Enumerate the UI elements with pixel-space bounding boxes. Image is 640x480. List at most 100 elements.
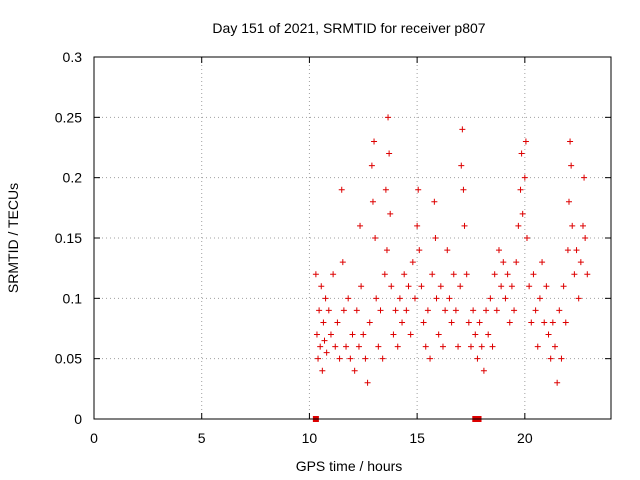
data-point: [415, 186, 422, 193]
data-point: [416, 247, 423, 254]
data-point: [504, 271, 511, 278]
data-point: [577, 259, 584, 266]
data-point: [500, 259, 507, 266]
data-point: [322, 295, 329, 302]
data-point: [517, 186, 524, 193]
x-axis-label: GPS time / hours: [296, 458, 403, 474]
data-point: [549, 319, 556, 326]
data-point: [450, 271, 457, 278]
data-point: [368, 162, 375, 169]
data-point: [435, 331, 442, 338]
data-point: [364, 379, 371, 386]
data-point: [530, 271, 537, 278]
data-point: [465, 319, 472, 326]
data-point: [382, 186, 389, 193]
data-point: [429, 271, 436, 278]
data-point: [439, 343, 446, 350]
data-point: [541, 319, 548, 326]
data-point: [476, 319, 483, 326]
data-point: [539, 259, 546, 266]
chart-title: Day 151 of 2021, SRMTID for receiver p80…: [212, 20, 485, 36]
data-point: [474, 355, 481, 362]
data-point: [392, 307, 399, 314]
data-point: [321, 337, 328, 344]
data-point: [483, 307, 490, 314]
data-point: [448, 319, 455, 326]
x-tick-labels: 0 5 10 15 20: [90, 430, 533, 446]
data-point: [394, 343, 401, 350]
data-point: [560, 283, 567, 290]
y-tick-label: 0.15: [55, 230, 82, 246]
data-point: [327, 331, 334, 338]
data-point: [409, 259, 416, 266]
data-point: [414, 222, 421, 229]
data-points: [312, 114, 591, 386]
data-point: [463, 271, 470, 278]
data-point: [573, 247, 580, 254]
data-point: [575, 295, 582, 302]
x-tick-label: 10: [302, 430, 318, 446]
data-point: [480, 367, 487, 374]
data-point: [444, 247, 451, 254]
data-point: [536, 295, 543, 302]
grid-lines: [94, 57, 611, 419]
data-point: [568, 162, 575, 169]
data-point: [388, 283, 395, 290]
data-point: [355, 343, 362, 350]
data-point: [523, 235, 530, 241]
y-axis-label: SRMTID / TECUs: [5, 183, 21, 293]
data-point: [547, 355, 554, 362]
data-point: [515, 222, 522, 229]
data-point: [325, 307, 332, 314]
y-tick-label: 0.25: [55, 109, 82, 125]
axis-ticks: [93, 56, 611, 420]
data-point: [386, 150, 393, 157]
data-point: [487, 295, 494, 302]
data-point: [437, 283, 444, 290]
data-point: [521, 174, 528, 181]
data-point: [318, 283, 325, 290]
data-point: [330, 271, 337, 278]
data-point: [358, 283, 365, 290]
data-point: [312, 271, 319, 278]
data-point: [339, 259, 346, 266]
data-point: [411, 295, 418, 302]
data-point: [582, 235, 589, 241]
data-point: [432, 235, 439, 241]
data-point: [442, 307, 449, 314]
data-point: [343, 343, 350, 350]
data-point: [506, 319, 513, 326]
y-tick-label: 0.3: [63, 49, 83, 65]
data-point: [518, 150, 525, 157]
data-point: [427, 355, 434, 362]
data-point: [373, 295, 380, 302]
data-point: [360, 331, 367, 338]
data-point: [336, 355, 343, 362]
data-point: [558, 355, 565, 362]
y-tick-label: 0.1: [63, 290, 83, 306]
data-point: [472, 331, 479, 338]
data-point: [349, 331, 356, 338]
data-point: [371, 138, 378, 145]
data-point: [457, 283, 464, 290]
data-point: [569, 222, 576, 229]
data-point: [366, 319, 373, 326]
data-point: [513, 259, 520, 266]
data-point: [431, 198, 438, 205]
data-point: [323, 349, 330, 356]
data-point: [522, 138, 529, 145]
data-point: [401, 271, 408, 278]
data-point: [495, 247, 502, 254]
data-point: [399, 319, 406, 326]
data-point: [390, 331, 397, 338]
data-point: [584, 271, 591, 278]
data-point: [422, 343, 429, 350]
data-point: [579, 222, 586, 229]
data-point: [478, 343, 485, 350]
data-point: [455, 343, 462, 350]
data-point: [420, 319, 427, 326]
data-point: [338, 186, 345, 193]
data-point: [470, 307, 477, 314]
data-point: [396, 295, 403, 302]
